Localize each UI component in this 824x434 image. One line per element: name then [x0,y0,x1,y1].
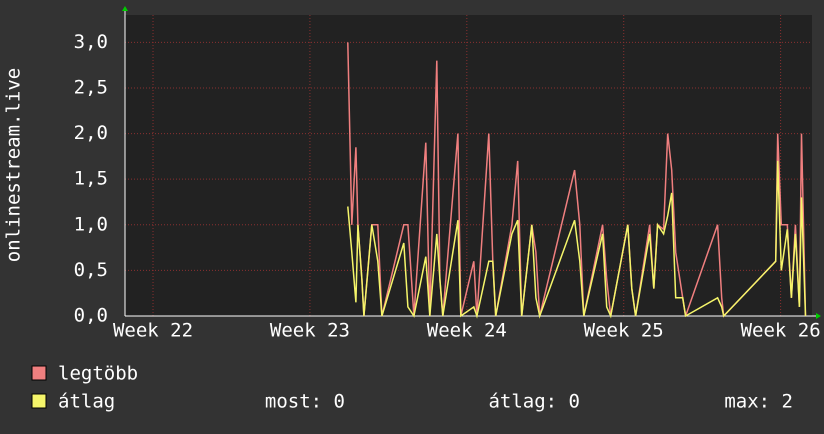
y-tick-label: 0,0 [74,305,108,327]
legend-swatch [31,393,47,409]
legend-label: átlag [58,391,115,413]
axis-arrow [816,313,821,319]
y-tick-label: 2,5 [74,76,108,98]
x-tick-label: Week 24 [427,320,507,342]
y-tick-label: 2,0 [74,122,108,144]
y-tick-label: 1,0 [74,213,108,235]
y-tick-label: 1,5 [74,168,108,190]
y-tick-label: 0,5 [74,259,108,281]
plot-area [125,15,812,316]
y-axis-title: onlinestream.live [3,68,25,262]
series-line [347,160,807,319]
legend-stat: átlag: 0 [488,391,580,413]
series-line [347,42,807,318]
y-tick-label: 3,0 [74,31,108,53]
x-tick-label: Week 26 [741,320,821,342]
legend-swatch [31,365,47,381]
legend-stat: most: 0 [265,391,345,413]
x-tick-label: Week 23 [270,320,350,342]
legend-stat: max: 2 [724,391,793,413]
axis-arrow [122,6,128,11]
x-tick-label: Week 22 [113,320,193,342]
legend-label: legtöbb [58,363,138,385]
x-tick-label: Week 25 [584,320,664,342]
